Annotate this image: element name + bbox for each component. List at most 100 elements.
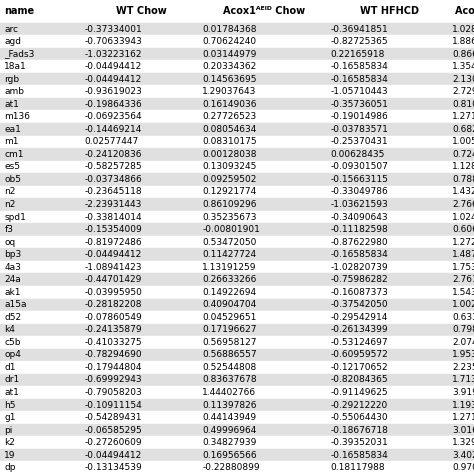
Text: 0.56886557: 0.56886557 bbox=[202, 350, 257, 359]
Text: 0.16149036: 0.16149036 bbox=[202, 100, 257, 109]
Bar bbox=[0, 186, 474, 198]
Text: rgb: rgb bbox=[4, 75, 19, 83]
Bar bbox=[0, 336, 474, 349]
Text: 0.12921774: 0.12921774 bbox=[202, 188, 256, 196]
Text: dp: dp bbox=[4, 463, 16, 472]
Text: pi: pi bbox=[4, 426, 13, 435]
Text: 0.53472050: 0.53472050 bbox=[202, 237, 257, 246]
Text: -0.53124697: -0.53124697 bbox=[330, 338, 388, 347]
Text: -0.27260609: -0.27260609 bbox=[84, 438, 142, 447]
Text: 4a3: 4a3 bbox=[4, 263, 21, 272]
Bar bbox=[0, 324, 474, 336]
Text: 0.35235673: 0.35235673 bbox=[202, 212, 257, 221]
Bar bbox=[0, 411, 474, 424]
Text: 0.04529651: 0.04529651 bbox=[202, 313, 257, 322]
Bar bbox=[0, 60, 474, 73]
Text: 1.02832: 1.02832 bbox=[452, 25, 474, 34]
Text: -0.25370431: -0.25370431 bbox=[330, 137, 388, 146]
Text: oq: oq bbox=[4, 237, 16, 246]
Text: -0.16585834: -0.16585834 bbox=[330, 250, 388, 259]
Bar bbox=[0, 462, 474, 474]
Bar bbox=[0, 173, 474, 186]
Text: 0.22165918: 0.22165918 bbox=[330, 50, 385, 59]
Text: WT Chow: WT Chow bbox=[116, 6, 166, 17]
Text: 0.13093245: 0.13093245 bbox=[202, 163, 257, 172]
Text: 0.17196627: 0.17196627 bbox=[202, 325, 257, 334]
Bar bbox=[0, 374, 474, 386]
Text: 1.02492: 1.02492 bbox=[452, 212, 474, 221]
Text: 1.27235: 1.27235 bbox=[452, 237, 474, 246]
Text: 0.63384: 0.63384 bbox=[452, 313, 474, 322]
Text: -0.07860549: -0.07860549 bbox=[84, 313, 142, 322]
Text: 0.83637678: 0.83637678 bbox=[202, 375, 257, 384]
Text: -0.03783571: -0.03783571 bbox=[330, 125, 388, 134]
Text: -0.10911154: -0.10911154 bbox=[84, 401, 142, 410]
Bar bbox=[0, 261, 474, 273]
Text: -0.26134399: -0.26134399 bbox=[330, 325, 388, 334]
Text: amb: amb bbox=[4, 87, 24, 96]
Text: 0.78846: 0.78846 bbox=[452, 175, 474, 184]
Text: -0.03734866: -0.03734866 bbox=[84, 175, 142, 184]
Bar bbox=[0, 236, 474, 248]
Text: 0.79829: 0.79829 bbox=[452, 325, 474, 334]
Text: m1: m1 bbox=[4, 137, 19, 146]
Text: 2.07428: 2.07428 bbox=[452, 338, 474, 347]
Text: -0.33814014: -0.33814014 bbox=[84, 212, 142, 221]
Text: -0.16585834: -0.16585834 bbox=[330, 62, 388, 71]
Text: 1.95362: 1.95362 bbox=[452, 350, 474, 359]
Text: -0.06923564: -0.06923564 bbox=[84, 112, 142, 121]
Text: 2.76108: 2.76108 bbox=[452, 275, 474, 284]
Text: 1.88631: 1.88631 bbox=[452, 37, 474, 46]
Text: 1.13191259: 1.13191259 bbox=[202, 263, 257, 272]
Text: -0.29212220: -0.29212220 bbox=[330, 401, 388, 410]
Text: -0.04494412: -0.04494412 bbox=[84, 62, 142, 71]
Bar bbox=[0, 286, 474, 299]
Text: ak1: ak1 bbox=[4, 288, 21, 297]
Text: at1: at1 bbox=[4, 100, 19, 109]
Text: 2.76666: 2.76666 bbox=[452, 200, 474, 209]
Text: -0.16585834: -0.16585834 bbox=[330, 451, 388, 460]
Text: f3: f3 bbox=[4, 225, 13, 234]
Bar bbox=[0, 248, 474, 261]
Text: 3.40256: 3.40256 bbox=[452, 451, 474, 460]
Text: -0.15354009: -0.15354009 bbox=[84, 225, 142, 234]
Text: k4: k4 bbox=[4, 325, 15, 334]
Bar bbox=[0, 23, 474, 35]
Text: -1.08941423: -1.08941423 bbox=[84, 263, 142, 272]
Text: -0.00801901: -0.00801901 bbox=[202, 225, 260, 234]
Text: 1.71344: 1.71344 bbox=[452, 375, 474, 384]
Text: 24a: 24a bbox=[4, 275, 21, 284]
Text: 0.26633266: 0.26633266 bbox=[202, 275, 257, 284]
Text: 3.01679: 3.01679 bbox=[452, 426, 474, 435]
Text: -0.23645118: -0.23645118 bbox=[84, 188, 142, 196]
Text: -0.04494412: -0.04494412 bbox=[84, 451, 142, 460]
Text: spd1: spd1 bbox=[4, 212, 26, 221]
Text: bp3: bp3 bbox=[4, 250, 22, 259]
Text: 0.52544808: 0.52544808 bbox=[202, 363, 256, 372]
Bar bbox=[0, 223, 474, 236]
Text: d1: d1 bbox=[4, 363, 16, 372]
Text: 2.23595: 2.23595 bbox=[452, 363, 474, 372]
Bar bbox=[0, 123, 474, 136]
Text: -0.13134539: -0.13134539 bbox=[84, 463, 142, 472]
Text: 0.97070: 0.97070 bbox=[452, 463, 474, 472]
Text: -2.23931443: -2.23931443 bbox=[84, 200, 142, 209]
Text: -0.91149625: -0.91149625 bbox=[330, 388, 388, 397]
Text: 0.86638: 0.86638 bbox=[452, 50, 474, 59]
Text: -0.35736051: -0.35736051 bbox=[330, 100, 388, 109]
Text: op4: op4 bbox=[4, 350, 21, 359]
Text: -0.93619023: -0.93619023 bbox=[84, 87, 142, 96]
Text: -0.37334001: -0.37334001 bbox=[84, 25, 142, 34]
Text: -1.05710443: -1.05710443 bbox=[330, 87, 388, 96]
Bar bbox=[0, 198, 474, 211]
Text: 0.09259502: 0.09259502 bbox=[202, 175, 257, 184]
Text: 0.86109296: 0.86109296 bbox=[202, 200, 257, 209]
Bar bbox=[0, 424, 474, 437]
Text: n2: n2 bbox=[4, 200, 16, 209]
Text: 0.08054634: 0.08054634 bbox=[202, 125, 257, 134]
Text: -0.37542050: -0.37542050 bbox=[330, 301, 388, 309]
Text: -0.41033275: -0.41033275 bbox=[84, 338, 142, 347]
Text: 0.14922694: 0.14922694 bbox=[202, 288, 256, 297]
Text: 0.02577447: 0.02577447 bbox=[84, 137, 138, 146]
Text: 1.00232: 1.00232 bbox=[452, 301, 474, 309]
